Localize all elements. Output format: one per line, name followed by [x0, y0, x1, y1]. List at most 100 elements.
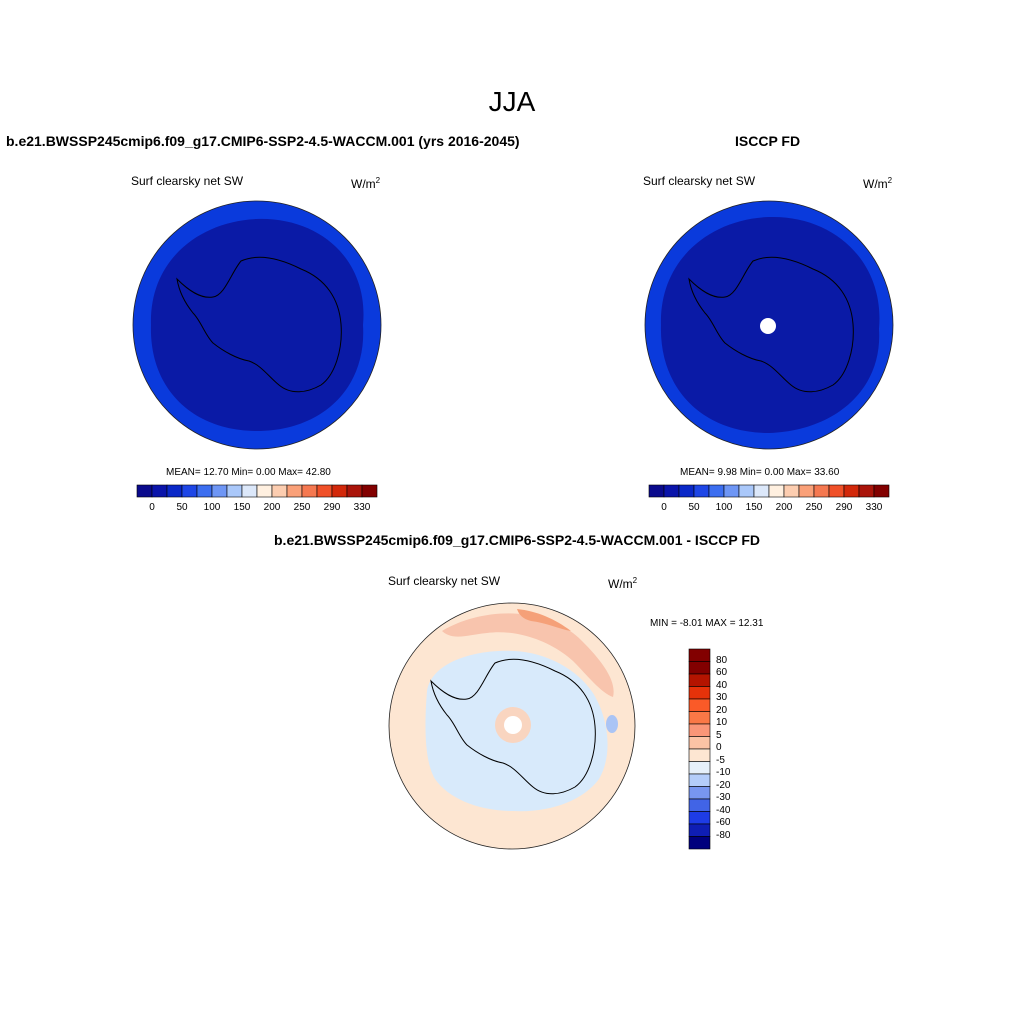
colorbar-box [688, 811, 711, 825]
colorbar-box [688, 773, 711, 787]
panel3-strong-positive [517, 609, 571, 631]
colorbar-box [688, 711, 711, 725]
colorbar-label: 30 [716, 692, 728, 703]
panel1-colorbar [136, 484, 378, 498]
panel3-variable: Surf clearsky net SW [388, 574, 501, 588]
colorbar-label: -10 [716, 767, 731, 778]
colorbar-box [678, 484, 695, 498]
panel3-orange-band [442, 613, 614, 697]
panel1-map [132, 200, 382, 450]
colorbar-label: -20 [716, 779, 731, 791]
panel3-minmax: MIN = -8.01 MAX = 12.31 [650, 618, 764, 629]
panel1-sea-ice-region [150, 218, 364, 431]
colorbar-label: 150 [745, 502, 763, 513]
panel2-colorbar-boxes [648, 484, 890, 498]
colorbar-box [693, 484, 710, 498]
colorbar-label: -40 [716, 804, 731, 816]
colorbar-box [708, 484, 725, 498]
colorbar-label: 290 [323, 502, 341, 513]
colorbar-box [768, 484, 785, 498]
colorbar-box [688, 673, 711, 687]
colorbar-label: 0 [716, 742, 722, 753]
colorbar-box [738, 484, 755, 498]
colorbar-box [688, 748, 711, 762]
colorbar-box [211, 484, 228, 498]
panel2-stats: MEAN= 9.98 Min= 0.00 Max= 33.60 [680, 467, 840, 478]
colorbar-box [688, 648, 711, 662]
colorbar-box [783, 484, 800, 498]
colorbar-label: 200 [263, 502, 281, 513]
colorbar-box [346, 484, 363, 498]
colorbar-label: 60 [716, 667, 728, 678]
colorbar-box [241, 484, 258, 498]
panel3-antarctica-coastline [430, 658, 596, 795]
figure-title: JJA [488, 86, 536, 117]
colorbar-label: 40 [716, 679, 728, 691]
colorbar-box [688, 798, 711, 812]
colorbar-label: 100 [715, 502, 733, 513]
colorbar-box [316, 484, 333, 498]
panel1-units: W/m2 [351, 176, 381, 191]
colorbar-box [196, 484, 213, 498]
colorbar-label: -30 [716, 792, 731, 803]
colorbar-box [361, 484, 378, 498]
colorbar-box [181, 484, 198, 498]
colorbar-box [286, 484, 303, 498]
colorbar-box [136, 484, 153, 498]
panel1-stats: MEAN= 12.70 Min= 0.00 Max= 42.80 [166, 467, 331, 478]
panel3-map [388, 602, 636, 850]
colorbar-box [256, 484, 273, 498]
panel3-colorbar [688, 648, 711, 850]
colorbar-label: 0 [661, 502, 667, 513]
colorbar-label: 20 [716, 704, 728, 716]
colorbar-label: 290 [835, 502, 853, 513]
panel1-colorbar-boxes [136, 484, 378, 498]
colorbar-box [858, 484, 875, 498]
colorbar-box [151, 484, 168, 498]
colorbar-box [723, 484, 740, 498]
colorbar-box [688, 736, 711, 750]
panel1-antarctica-coastline [176, 256, 342, 393]
colorbar-label: 250 [293, 502, 311, 513]
panel2-variable: Surf clearsky net SW [643, 174, 756, 188]
colorbar-box [688, 761, 711, 775]
colorbar-label: 200 [775, 502, 793, 513]
colorbar-label: 5 [716, 729, 722, 741]
colorbar-label: 250 [805, 502, 823, 513]
colorbar-label: 100 [203, 502, 221, 513]
colorbar-label: -5 [716, 754, 725, 766]
colorbar-box [663, 484, 680, 498]
colorbar-label: -60 [716, 817, 731, 828]
colorbar-label: 10 [716, 717, 728, 728]
panel2-units: W/m2 [863, 176, 893, 191]
colorbar-box [843, 484, 860, 498]
colorbar-box [688, 661, 711, 675]
colorbar-box [753, 484, 770, 498]
panel2-title: ISCCP FD [735, 133, 801, 149]
colorbar-box [166, 484, 183, 498]
panel3-units: W/m2 [608, 576, 638, 591]
colorbar-box [688, 686, 711, 700]
colorbar-box [271, 484, 288, 498]
colorbar-box [873, 484, 890, 498]
panel2-colorbar-labels: 0 50 100 150 200 250 290 330 [647, 502, 892, 516]
panel2-colorbar [648, 484, 890, 498]
panel3-colorbar-boxes [688, 648, 711, 850]
colorbar-box [648, 484, 665, 498]
panel3-blue-patch [606, 715, 618, 733]
colorbar-label: 50 [176, 502, 188, 513]
colorbar-box [688, 823, 711, 837]
colorbar-label: -80 [716, 829, 731, 841]
colorbar-label: 330 [865, 502, 883, 513]
colorbar-label: 80 [716, 654, 728, 666]
colorbar-box [331, 484, 348, 498]
panel2-antarctica-coastline [688, 256, 854, 393]
panel2-map [644, 200, 894, 450]
colorbar-box [828, 484, 845, 498]
colorbar-box [688, 698, 711, 712]
panel1-colorbar-labels: 0 50 100 150 200 250 290 330 [135, 502, 380, 516]
colorbar-box [798, 484, 815, 498]
colorbar-box [688, 786, 711, 800]
colorbar-box [688, 723, 711, 737]
panel3-title: b.e21.BWSSP245cmip6.f09_g17.CMIP6-SSP2-4… [274, 532, 761, 548]
